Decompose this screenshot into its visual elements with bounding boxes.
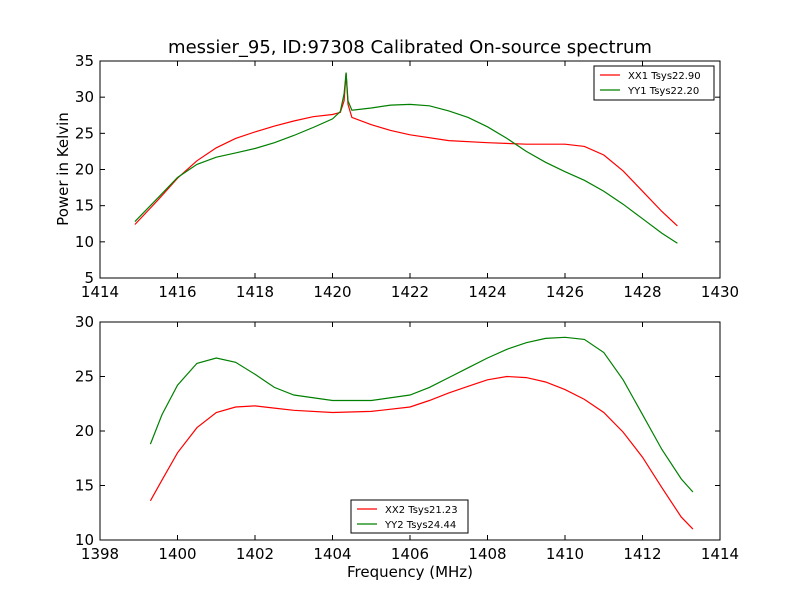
x-tick-label: 1424 [468,283,506,301]
chart-panel-top: messier_95, ID:97308 Calibrated On-sourc… [54,37,739,301]
y-tick-label: 25 [75,124,94,142]
legend: XX1 Tsys22.90 YY1 Tsys22.20 [593,65,715,101]
legend: XX2 Tsys21.23 YY2 Tsys24.44 [350,499,469,534]
y-tick-label: 15 [75,477,94,495]
y-tick-label: 35 [75,52,94,70]
y-tick-label: 5 [84,269,94,287]
x-tick-label: 1412 [623,545,661,563]
series-line-green [149,336,694,493]
chart-panel-bottom: Frequency (MHz) 1398 1400 1402 1404 1406 1408… [75,313,739,581]
legend-label: YY1 Tsys22.20 [627,86,699,97]
x-tick-label: 1416 [158,283,196,301]
x-tick-label: 1410 [546,545,584,563]
y-tick-label: 30 [75,88,94,106]
x-axis-label: Frequency (MHz) [347,563,473,581]
x-tick-label: 1426 [546,283,584,301]
y-tick-label: 20 [75,161,94,179]
x-tick-label: 1414 [701,545,739,563]
y-tick-label: 15 [75,197,94,215]
legend-box [350,499,469,534]
legend-label: XX1 Tsys22.90 [628,71,701,82]
y-tick-label: 30 [75,313,94,331]
x-tick-label: 1418 [236,283,274,301]
x-tick-label: 1428 [623,283,661,301]
x-tick-label: 1398 [81,545,119,563]
x-tick-label: 1406 [391,545,429,563]
x-tick-label: 1430 [701,283,739,301]
x-tick-label: 1420 [313,283,351,301]
y-tick-label: 25 [75,368,94,386]
series-line-red [134,73,678,227]
x-tick-label: 1414 [81,283,119,301]
y-tick-label: 10 [75,233,94,251]
legend-label: YY2 Tsys24.44 [384,520,456,531]
y-axis-label: Power in Kelvin [54,112,72,226]
x-tick-label: 1408 [468,545,506,563]
y-tick-label: 20 [75,422,94,440]
x-tick-label: 1422 [391,283,429,301]
x-tick-label: 1402 [236,545,274,563]
series-line-green [134,72,678,244]
x-tick-label: 1404 [313,545,351,563]
legend-label: XX2 Tsys21.23 [385,505,458,516]
x-tick-label: 1400 [158,545,196,563]
y-tick-label: 10 [75,531,94,549]
series-line-red [149,375,694,530]
legend-box [593,65,715,101]
chart-title: messier_95, ID:97308 Calibrated On-sourc… [168,37,652,58]
